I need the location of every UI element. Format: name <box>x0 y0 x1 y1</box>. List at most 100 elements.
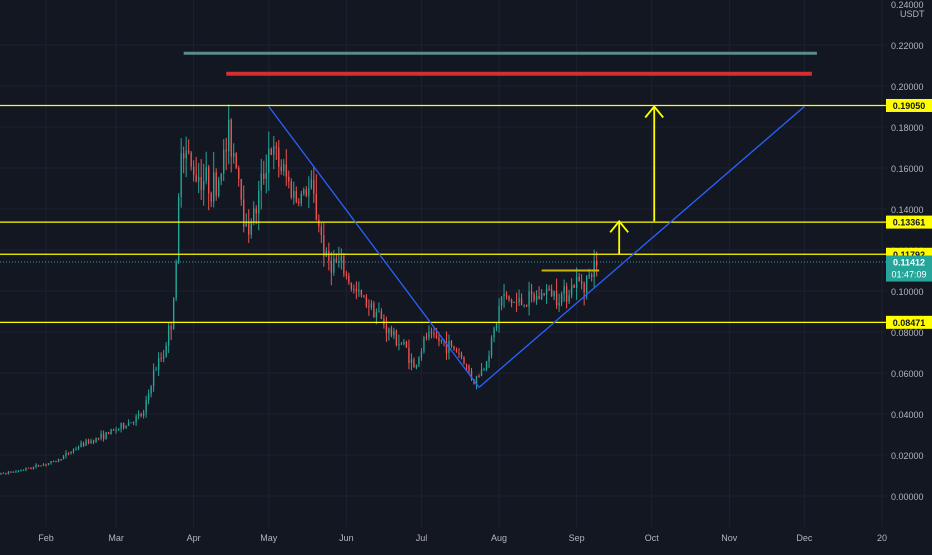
candle-up <box>162 356 165 359</box>
y-tick-label: 0.18000 <box>891 123 924 133</box>
candle-up <box>260 173 262 191</box>
candle-up <box>480 369 483 376</box>
descending-trendline[interactable] <box>268 106 480 388</box>
candle-down <box>320 226 323 236</box>
candle-down <box>238 167 240 179</box>
candle-down <box>368 306 370 308</box>
candle-up <box>85 440 87 446</box>
candle-up <box>575 276 578 288</box>
candle-down <box>395 330 398 345</box>
candle-up <box>560 293 563 303</box>
candle-up <box>180 153 182 197</box>
candle-up <box>500 296 503 306</box>
y-tick-label: 0.20000 <box>891 82 924 92</box>
candle-down <box>353 288 355 290</box>
candle-up <box>100 433 102 438</box>
candle-down <box>408 347 410 363</box>
candle-down <box>385 324 388 334</box>
candle-down <box>455 349 458 353</box>
candle-down <box>270 148 272 155</box>
candle-up <box>132 422 135 424</box>
candle-down <box>435 334 438 338</box>
x-tick-label: Apr <box>187 533 201 543</box>
y-tick-label: 0.00000 <box>891 492 924 502</box>
level-badge-text: 0.11792 <box>893 250 925 260</box>
candle-up <box>223 149 225 174</box>
candle-up <box>50 461 52 464</box>
x-tick-label: Feb <box>38 533 54 543</box>
candle-down <box>580 281 583 284</box>
candle-up <box>15 471 17 473</box>
candle-up <box>418 357 420 365</box>
candle-up <box>203 180 205 191</box>
candle-up <box>142 412 145 416</box>
candle-down <box>160 357 162 359</box>
candle-up <box>40 465 42 467</box>
level-badge-bg <box>886 315 932 329</box>
candle-down <box>225 149 227 152</box>
candle-up <box>20 470 22 472</box>
candle-up <box>245 221 247 227</box>
candle-down <box>470 370 473 379</box>
x-tick-label: Oct <box>645 533 660 543</box>
candle-up <box>563 286 565 294</box>
grid <box>0 0 886 527</box>
candle-down <box>285 164 287 177</box>
big-target-arrow-head[interactable] <box>644 105 664 119</box>
ascending-trendline[interactable] <box>478 106 805 388</box>
candle-down <box>460 353 463 358</box>
candle-down <box>37 464 40 467</box>
candle-down <box>97 437 100 439</box>
candle-up <box>283 164 285 172</box>
current-price-badge-text: 0.11412 <box>893 258 925 268</box>
candle-down <box>478 375 480 377</box>
candle-up <box>137 413 140 417</box>
candle-up <box>588 274 590 277</box>
candle-down <box>60 459 62 461</box>
candle-down <box>438 337 440 342</box>
candle-up <box>428 331 430 338</box>
candle-down <box>350 282 353 289</box>
x-tick-label: Dec <box>796 533 813 543</box>
candle-down <box>465 364 468 366</box>
candle-down <box>82 442 85 446</box>
candle-up <box>172 298 175 330</box>
candle-up <box>503 294 505 297</box>
candle-up <box>117 428 120 431</box>
candle-up <box>220 173 222 181</box>
candle-up <box>22 469 25 471</box>
candle-down <box>288 176 290 182</box>
candle-down <box>520 298 523 306</box>
candle-down <box>595 260 598 267</box>
candle-up <box>420 351 423 358</box>
x-tick-label: Nov <box>721 533 738 543</box>
candle-down <box>505 294 508 296</box>
candle-down <box>430 331 433 333</box>
candle-down <box>5 473 7 475</box>
candle-up <box>545 288 548 295</box>
candle-up <box>393 330 395 336</box>
candle-down <box>363 295 365 297</box>
x-tick-label: Aug <box>491 533 507 543</box>
candle-down <box>248 221 250 235</box>
small-target-arrow-head[interactable] <box>609 219 629 233</box>
candle-up <box>0 472 2 475</box>
candle-down <box>182 153 185 159</box>
candle-up <box>593 260 595 277</box>
candle-up <box>535 296 538 301</box>
candle-down <box>235 153 237 168</box>
drawings[interactable] <box>0 51 886 388</box>
candle-down <box>305 189 307 196</box>
candle-up <box>423 337 425 352</box>
y-tick-label: 0.10000 <box>891 287 924 297</box>
level-badge-bg <box>886 98 932 112</box>
candle-down <box>445 341 448 353</box>
candle-down <box>298 201 300 204</box>
candle-down <box>405 342 408 348</box>
x-tick-label: Jun <box>339 533 354 543</box>
candle-up <box>310 179 313 189</box>
candle-up <box>410 359 413 363</box>
x-tick-label: May <box>260 533 278 543</box>
